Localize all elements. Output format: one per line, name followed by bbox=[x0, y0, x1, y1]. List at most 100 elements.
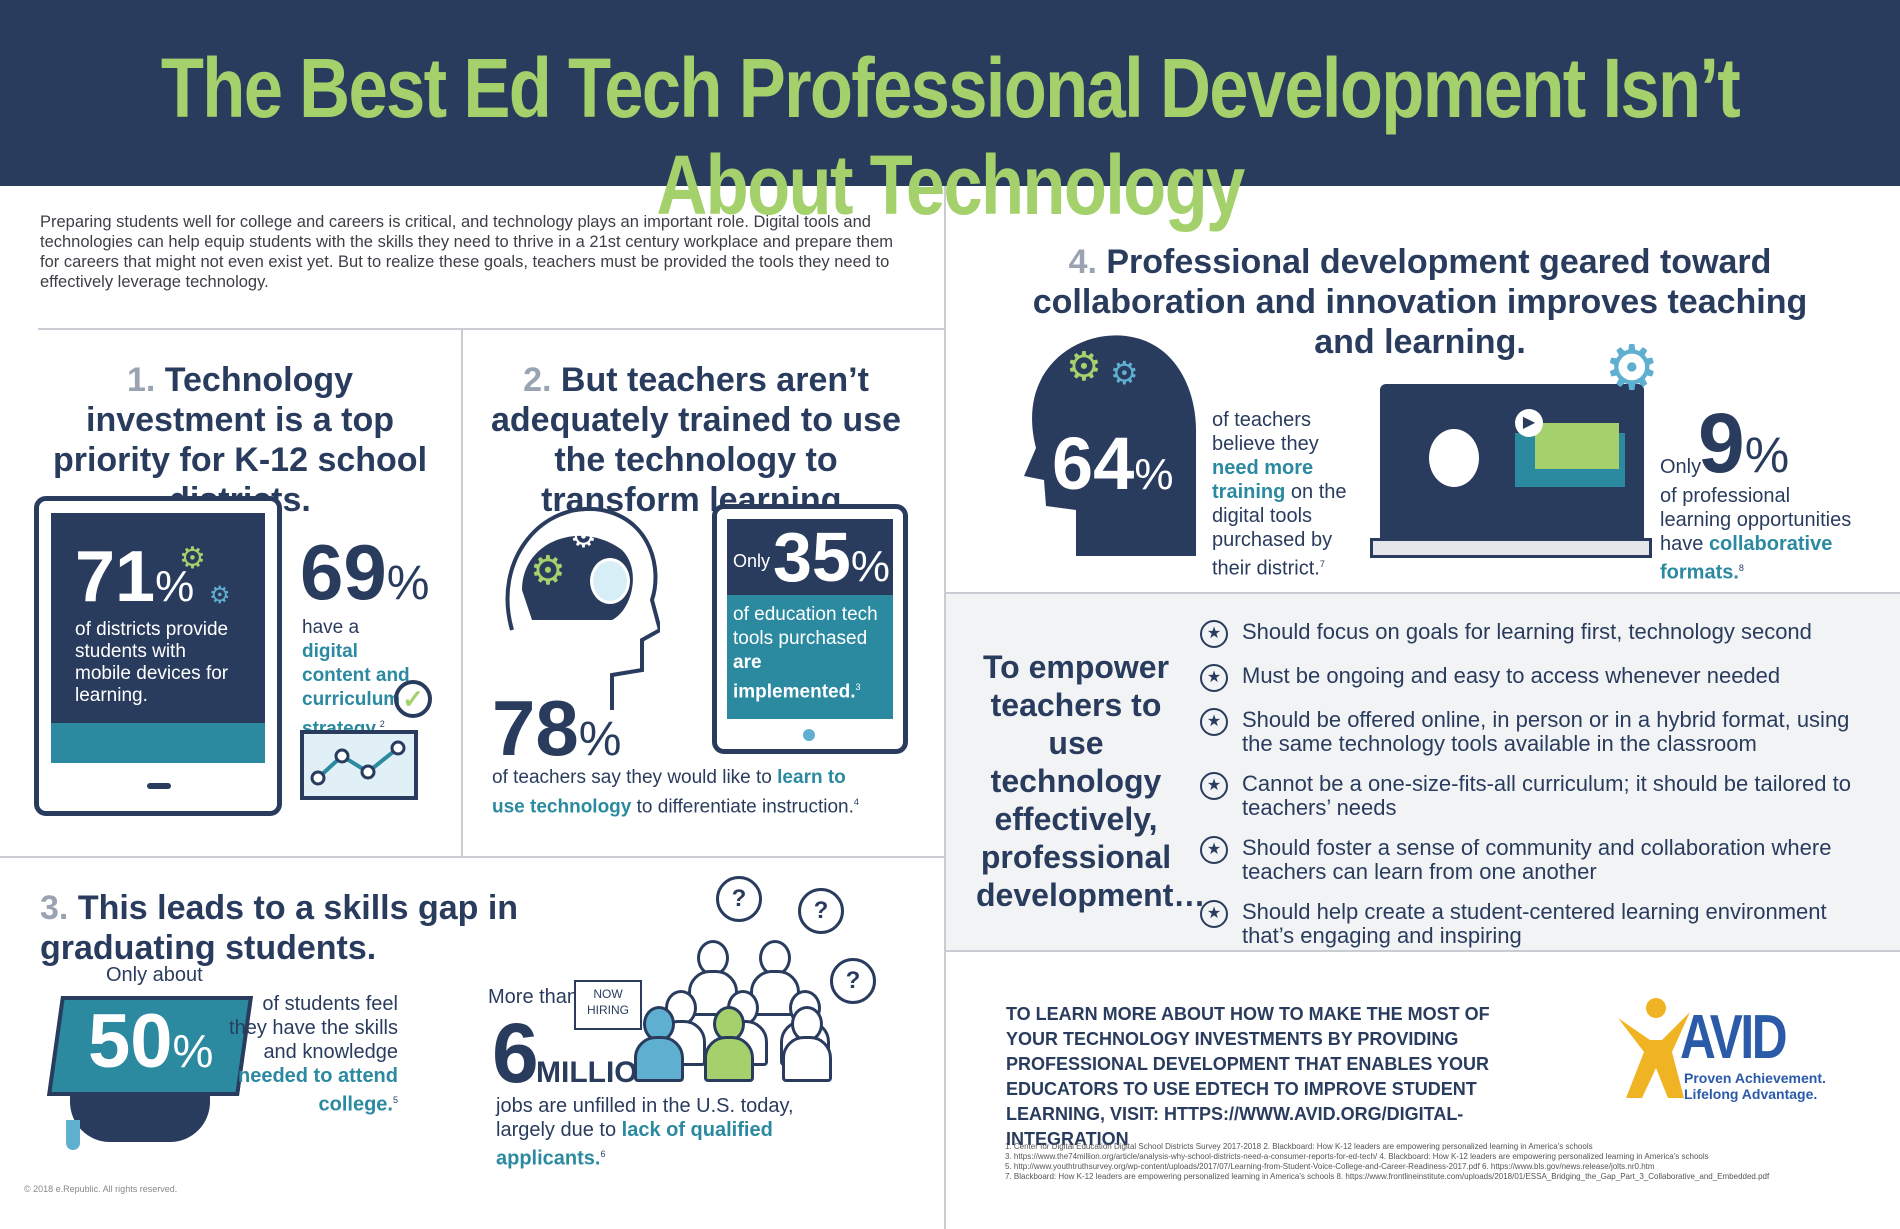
gear-icon: ⚙ bbox=[1066, 345, 1102, 389]
section-3-title: This leads to a skills gap in graduating… bbox=[40, 889, 519, 967]
percent-sign: % bbox=[172, 1025, 214, 1077]
percent-sign: % bbox=[155, 562, 195, 611]
stat-35: 35% bbox=[773, 521, 890, 603]
stat-highlight: need more training bbox=[1212, 457, 1314, 503]
copyright: © 2018 e.Republic. All rights reserved. bbox=[24, 1184, 178, 1194]
empower-heading: To empower teachers to use technology ef… bbox=[976, 649, 1206, 913]
stat-text: on the digital tools purchased by their … bbox=[1212, 481, 1347, 580]
lightbulb-icon bbox=[590, 558, 630, 604]
checkmark-icon: ✓ bbox=[394, 680, 432, 718]
laptop-icon: ▶ bbox=[1380, 384, 1644, 548]
footnote: 5. http://www.youthtruthsurvey.org/wp-co… bbox=[1005, 1162, 1655, 1171]
section-4-heading: 4. Professional development geared towar… bbox=[1000, 242, 1840, 362]
only-label: Only bbox=[1660, 456, 1702, 478]
stat-71: 71% bbox=[75, 541, 194, 623]
gear-icon: ⚙ bbox=[1110, 355, 1139, 391]
laptop-window bbox=[1535, 423, 1619, 469]
star-icon: ★ bbox=[1200, 900, 1228, 928]
stat-text: of education tech tools purchased bbox=[733, 604, 878, 649]
footnotes: 1. Center for Digital Education Digital … bbox=[1005, 1142, 1885, 1182]
section-number: 4. bbox=[1068, 243, 1097, 281]
empower-list: ★ Should focus on goals for learning firs… bbox=[1200, 620, 1880, 964]
tablet-bar bbox=[51, 723, 265, 763]
tagline-line: Proven Achievement. bbox=[1684, 1070, 1826, 1086]
section-4-title: Professional development geared toward c… bbox=[1032, 243, 1808, 361]
footnote-ref: 5 bbox=[392, 1095, 398, 1105]
list-item: ★ Should help create a student-centered l… bbox=[1200, 900, 1880, 948]
avid-figure-icon bbox=[1614, 990, 1694, 1100]
list-item-text: Should be offered online, in person or i… bbox=[1242, 707, 1850, 756]
question-bubble-icon: ? bbox=[716, 876, 762, 922]
gear-icon: ⚙ bbox=[530, 549, 566, 593]
percent-sign: % bbox=[386, 557, 430, 610]
section-3-heading: 3. This leads to a skills gap in graduat… bbox=[40, 888, 680, 968]
stat-50: 50% bbox=[88, 1002, 213, 1091]
list-item-text: Should focus on goals for learning first… bbox=[1242, 619, 1812, 644]
divider bbox=[38, 328, 944, 330]
percent-sign: % bbox=[850, 542, 890, 591]
tablet-icon: Only 35% of education tech tools purchas… bbox=[712, 504, 908, 754]
star-icon: ★ bbox=[1200, 708, 1228, 736]
stat-value: 71 bbox=[75, 537, 156, 617]
question-bubble-icon: ? bbox=[830, 958, 876, 1004]
tablet-bar bbox=[727, 595, 893, 719]
cap-base bbox=[70, 1092, 210, 1142]
stat-highlight: learn to use technology bbox=[492, 767, 846, 818]
stat-highlight: needed to attend college. bbox=[237, 1065, 398, 1116]
stat-value: 78 bbox=[492, 684, 579, 772]
footnote-ref: 2 bbox=[379, 719, 385, 729]
stat-highlight: lack of qualified applicants. bbox=[496, 1119, 773, 1170]
stat-6-million-text: jobs are unfilled in the U.S. today, lar… bbox=[496, 1094, 826, 1171]
stat-text: of teachers say they would like to bbox=[492, 767, 772, 788]
footnote: 1. Center for Digital Education Digital … bbox=[1005, 1142, 1593, 1151]
intro-text: Preparing students well for college and … bbox=[40, 213, 894, 291]
empower-panel bbox=[946, 592, 1900, 952]
cta-text: TO LEARN MORE ABOUT HOW TO MAKE THE MOST… bbox=[1006, 1004, 1490, 1149]
now-hiring-sign: NOW HIRING bbox=[574, 980, 642, 1030]
stat-71-text: of districts provide students with mobil… bbox=[75, 619, 229, 706]
section-number: 1. bbox=[126, 361, 156, 399]
stat-35-text: of education tech tools purchased are im… bbox=[733, 603, 889, 704]
list-item-text: Cannot be a one-size-fits-all curriculum… bbox=[1242, 771, 1851, 820]
play-icon: ▶ bbox=[1515, 409, 1543, 437]
percent-sign: % bbox=[578, 713, 622, 766]
section-number: 3. bbox=[40, 889, 69, 927]
divider bbox=[0, 856, 944, 858]
star-icon: ★ bbox=[1200, 772, 1228, 800]
stat-value: 35 bbox=[773, 518, 851, 596]
star-icon: ★ bbox=[1200, 620, 1228, 648]
stat-text: to differentiate instruction. bbox=[636, 796, 854, 818]
footnote: 7. Blackboard: How K-12 leaders are empo… bbox=[1005, 1172, 1770, 1181]
lightbulb-icon bbox=[1429, 429, 1479, 487]
stat-text: of professional learning opportunities h… bbox=[1660, 485, 1852, 555]
laptop-base bbox=[1370, 538, 1652, 558]
stat-69-text: have a digital content and curriculum st… bbox=[302, 616, 412, 741]
only-label: Only bbox=[733, 551, 771, 571]
stat-6-million: 6 bbox=[492, 1010, 539, 1096]
star-icon: ★ bbox=[1200, 836, 1228, 864]
footnote: 3. https://www.the74million.org/article/… bbox=[1005, 1152, 1709, 1161]
stat-78: 78% bbox=[492, 688, 621, 780]
stat-text: of teachers believe they bbox=[1212, 409, 1319, 455]
head-profile-icon: ⚙ ⚙ 64% bbox=[1006, 330, 1196, 556]
head-profile-icon: ⚙ ⚙ bbox=[492, 500, 663, 710]
gear-icon: ⚙ bbox=[1604, 334, 1660, 403]
only-about-label: Only about bbox=[106, 964, 203, 986]
stat-text: of students feel they have the skills an… bbox=[229, 993, 398, 1063]
stat-text: have a bbox=[302, 617, 360, 638]
more-than-label: More than bbox=[488, 986, 579, 1008]
stat-text: jobs are unfilled in the U.S. today, lar… bbox=[496, 1095, 794, 1141]
tablet-screen bbox=[51, 513, 265, 763]
stat-value: 50 bbox=[88, 999, 173, 1084]
stat-value: 9 bbox=[1698, 396, 1745, 490]
list-item-text: Should foster a sense of community and c… bbox=[1242, 835, 1832, 884]
list-item: ★ Should foster a sense of community and … bbox=[1200, 836, 1880, 884]
chat-graph-icon bbox=[300, 730, 418, 800]
footnote-ref: 4 bbox=[853, 797, 859, 807]
list-item: ★ Cannot be a one-size-fits-all curriculu… bbox=[1200, 772, 1880, 820]
section-2-heading: 2. But teachers aren’t adequately traine… bbox=[476, 360, 916, 520]
star-icon: ★ bbox=[1200, 664, 1228, 692]
stat-64-text: of teachers believe they need more train… bbox=[1212, 408, 1352, 581]
stat-highlight: collaborative formats. bbox=[1660, 533, 1833, 584]
avid-tagline: Proven Achievement. Lifelong Advantage. bbox=[1684, 1070, 1844, 1102]
